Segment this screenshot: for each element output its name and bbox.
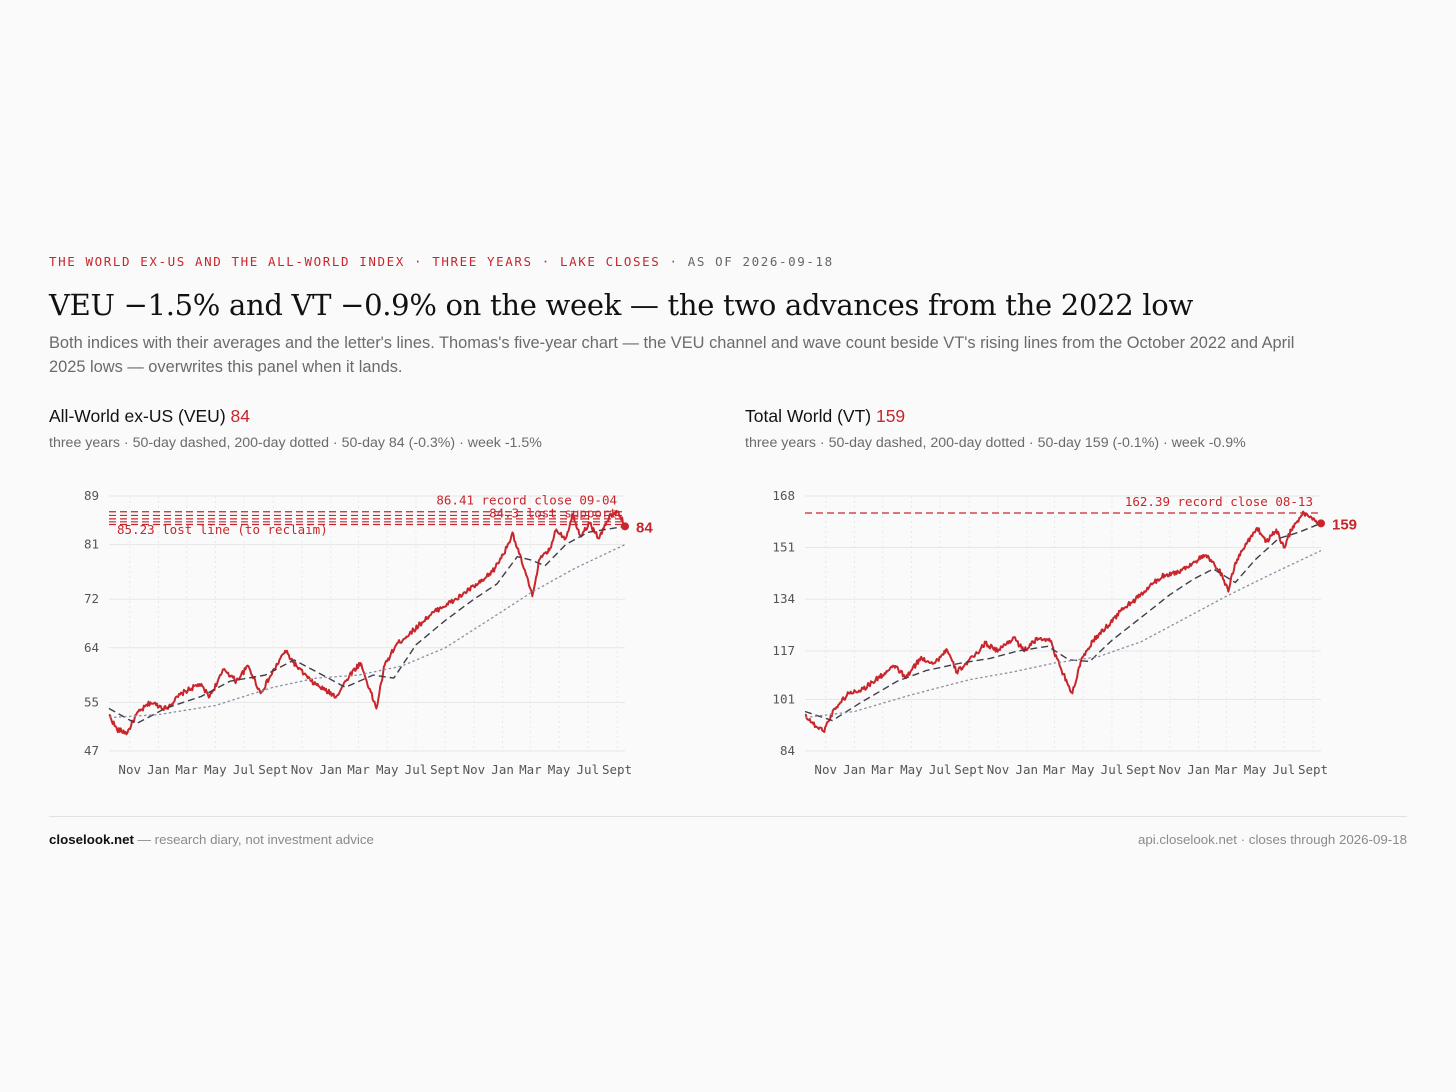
- y-tick-label: 151: [772, 540, 795, 555]
- article: THE WORLD EX-US AND THE ALL-WORLD INDEX …: [49, 254, 1407, 777]
- x-tick-label: Jan: [491, 762, 514, 777]
- last-value-label: 159: [1332, 516, 1357, 533]
- x-tick-label: Nov: [987, 762, 1010, 777]
- x-tick-label: May: [900, 762, 923, 777]
- panel-subtitle: three years · 50-day dashed, 200-day dot…: [49, 435, 542, 451]
- x-tick-label: Jul: [929, 762, 952, 777]
- series-close: [108, 509, 626, 736]
- level-label: 162.39 record close 08-13: [1125, 494, 1313, 509]
- x-tick-label: Jul: [233, 762, 256, 777]
- x-tick-label: Sept: [954, 762, 984, 777]
- kicker-main: THE WORLD EX-US AND THE ALL-WORLD INDEX …: [49, 254, 661, 269]
- x-tick-label: Nov: [1159, 762, 1182, 777]
- series-close: [804, 510, 1322, 733]
- footer: closelook.net — research diary, not inve…: [49, 816, 1407, 847]
- x-tick-label: Sept: [1298, 762, 1328, 777]
- series-sma200: [804, 550, 1322, 719]
- panel-title-last: 84: [230, 406, 250, 426]
- y-tick-label: 47: [84, 743, 99, 758]
- x-tick-label: Jul: [405, 762, 428, 777]
- x-tick-label: Jul: [1101, 762, 1124, 777]
- y-tick-label: 84: [780, 743, 795, 758]
- y-tick-label: 64: [84, 640, 99, 655]
- x-tick-label: Jan: [147, 762, 170, 777]
- panel-veu: All-World ex-US (VEU) 84 three years · 5…: [49, 406, 689, 786]
- y-tick-label: 72: [84, 591, 99, 606]
- x-tick-label: Jan: [1015, 762, 1038, 777]
- panel-title: Total World (VT) 159: [745, 406, 1385, 427]
- panel-title-last: 159: [875, 406, 906, 426]
- y-tick-label: 89: [84, 488, 99, 503]
- x-tick-label: Sept: [1126, 762, 1156, 777]
- y-tick-label: 168: [772, 488, 795, 503]
- panel-title: All-World ex-US (VEU) 84: [49, 406, 689, 427]
- x-tick-label: Jul: [577, 762, 600, 777]
- x-tick-label: Mar: [1043, 762, 1066, 777]
- x-tick-label: Nov: [118, 762, 141, 777]
- y-tick-label: 134: [772, 591, 795, 606]
- x-tick-label: Mar: [175, 762, 198, 777]
- x-tick-label: May: [1072, 762, 1095, 777]
- last-value-dot: [621, 522, 629, 531]
- panel-vt: Total World (VT) 159 three years · 50-da…: [745, 406, 1385, 786]
- x-tick-label: Mar: [519, 762, 542, 777]
- x-tick-label: Nov: [463, 762, 486, 777]
- panel-title-name: Total World (VT): [745, 406, 872, 426]
- kicker: THE WORLD EX-US AND THE ALL-WORLD INDEX …: [49, 254, 1407, 272]
- footer-note: — research diary, not investment advice: [133, 832, 374, 847]
- footer-source: api.closelook.net · closes through 2026-…: [1137, 832, 1407, 847]
- y-tick-label: 117: [772, 643, 795, 658]
- x-tick-label: Jul: [1273, 762, 1296, 777]
- x-tick-label: Jan: [843, 762, 866, 777]
- level-label: 85.23 lost line (to reclaim): [117, 522, 328, 537]
- series-sma50: [108, 525, 626, 725]
- x-tick-label: Nov: [291, 762, 314, 777]
- x-tick-label: May: [204, 762, 227, 777]
- x-tick-label: Sept: [258, 762, 288, 777]
- x-tick-label: Mar: [347, 762, 370, 777]
- kicker-asof: · AS OF 2026-09-18: [660, 254, 834, 269]
- headline: VEU −1.5% and VT −0.9% on the week — the…: [49, 288, 1193, 322]
- x-tick-label: Mar: [871, 762, 894, 777]
- footer-brand[interactable]: closelook.net: [49, 832, 134, 847]
- dek: Both indices with their averages and the…: [49, 334, 1295, 376]
- x-tick-label: Sept: [602, 762, 632, 777]
- y-tick-label: 81: [84, 537, 99, 552]
- x-tick-label: Jan: [319, 762, 342, 777]
- series-sma50: [804, 522, 1322, 722]
- series-sma200: [108, 544, 626, 719]
- x-tick-label: May: [376, 762, 399, 777]
- x-tick-label: May: [548, 762, 571, 777]
- level-label: 86.41 record close 09-04: [436, 493, 617, 508]
- x-tick-label: May: [1244, 762, 1267, 777]
- x-tick-label: Sept: [430, 762, 460, 777]
- last-value-dot: [1317, 519, 1325, 528]
- level-label: 84.3 lost support: [489, 506, 617, 521]
- panel-title-name: All-World ex-US (VEU): [49, 406, 226, 426]
- y-tick-label: 55: [84, 694, 99, 709]
- x-tick-label: Mar: [1215, 762, 1238, 777]
- x-tick-label: Nov: [814, 762, 837, 777]
- x-tick-label: Jan: [1187, 762, 1210, 777]
- y-tick-label: 101: [772, 691, 795, 706]
- panel-subtitle: three years · 50-day dashed, 200-day dot…: [745, 435, 1246, 451]
- chart-panels: All-World ex-US (VEU) 84 three years · 5…: [49, 406, 1407, 786]
- last-value-label: 84: [636, 519, 653, 536]
